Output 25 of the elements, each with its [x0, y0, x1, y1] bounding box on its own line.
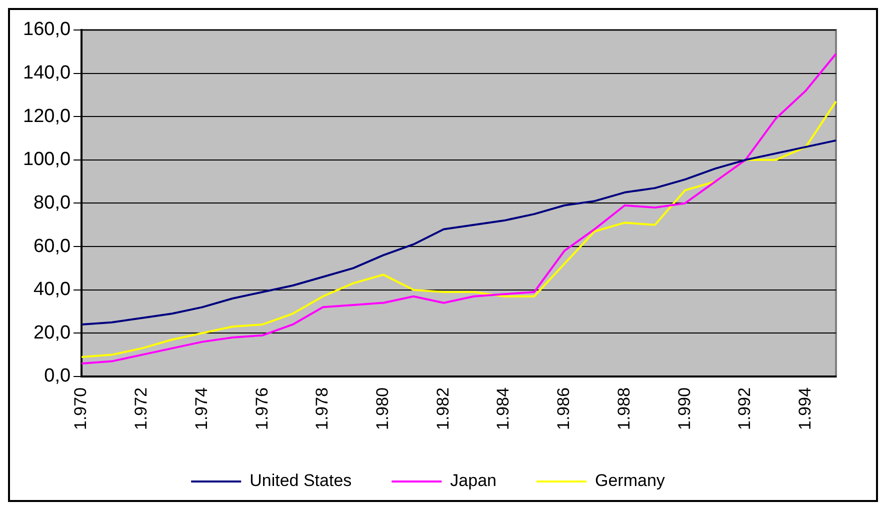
y-tick-label: 80,0	[34, 192, 71, 214]
x-tick-label: 1.990	[674, 387, 694, 430]
x-tick-label: 1.974	[192, 387, 211, 430]
legend-label: Germany	[594, 471, 666, 490]
x-tick-label: 1.986	[554, 387, 574, 430]
x-tick-label: 1.976	[252, 387, 272, 430]
legend-label: United States	[250, 471, 352, 490]
x-tick-label: 1.988	[614, 387, 634, 430]
x-tick-label: 1.984	[494, 387, 513, 430]
x-tick-label: 1.978	[312, 387, 332, 430]
y-tick-label: 100,0	[23, 149, 71, 170]
x-tick-label: 1.982	[433, 387, 452, 430]
y-tick-label: 140,0	[23, 62, 71, 84]
y-tick-label: 0,0	[44, 366, 71, 387]
y-tick-label: 40,0	[34, 279, 71, 300]
x-tick-label: 1.980	[373, 387, 392, 430]
legend-label: Japan	[450, 471, 496, 490]
x-tick-label: 1.992	[735, 387, 754, 430]
y-tick-label: 160,0	[23, 19, 71, 40]
x-tick-label: 1.994	[796, 387, 815, 430]
y-tick-label: 20,0	[34, 322, 71, 344]
x-tick-label: 1.972	[132, 387, 151, 430]
x-tick-label: 1.970	[71, 387, 90, 430]
y-tick-label: 120,0	[23, 106, 71, 127]
y-tick-label: 60,0	[34, 236, 71, 257]
